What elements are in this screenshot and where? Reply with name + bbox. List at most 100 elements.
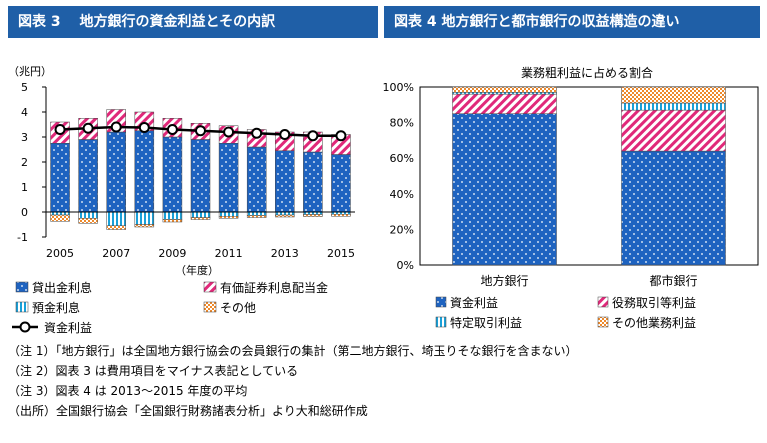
chart4-bar-segment	[452, 86, 557, 93]
chart3-bar-segment	[331, 214, 351, 217]
chart3-bar-segment	[134, 211, 155, 225]
chart4-y-tick-label: 100%	[383, 81, 414, 94]
chart4-category-label: 都市銀行	[649, 273, 697, 288]
note-1: （注 1）「地方銀行」は全国地方銀行協会の会員銀行の集計（第二地方銀行、埼玉りそ…	[8, 344, 578, 358]
chart4-y-tick-label: 40%	[390, 188, 414, 201]
chart3-bar-segment	[246, 215, 267, 218]
chart4-legend-swatch	[435, 316, 447, 328]
chart4-y-tick-label: 0%	[397, 259, 414, 272]
chart3-y-tick-label: -1	[17, 231, 28, 244]
chart3-x-tick-label: 2009	[158, 247, 186, 260]
chart3-y-tick-label: 0	[21, 206, 28, 219]
chart4-header: 図表 4 地方銀行と都市銀行の収益構造の違い	[384, 6, 760, 38]
chart3-x-title: （年度）	[175, 263, 219, 277]
chart4-legend-label: その他業務利益	[612, 316, 696, 330]
chart4-legend-label: 資金利益	[450, 295, 498, 310]
chart4-bar-segment	[621, 150, 726, 266]
chart3-bar-segment	[162, 211, 183, 220]
chart3-bar-segment	[78, 139, 98, 213]
chart3-bar-segment	[303, 214, 323, 217]
chart3-bar-segment	[275, 150, 295, 213]
chart4-legend-swatch	[435, 296, 447, 308]
chart4-plot-frame	[419, 86, 759, 266]
chart4: 業務粗利益に占める割合 0% 20% 40% 60% 80% 100% 地方銀行 都市銀行資金利…	[383, 65, 759, 330]
chart3-x-tick-label: 2011	[215, 247, 243, 260]
chart3-bar-segment	[190, 217, 211, 220]
chart3-bar-segment	[246, 146, 267, 213]
chart3-bar-segment	[78, 211, 98, 219]
chart3-bar-segment	[106, 211, 126, 226]
chart3-bar-segment	[162, 219, 183, 223]
chart4-legend-label: 特定取引利益	[450, 315, 522, 330]
chart3-net-point	[335, 130, 347, 142]
chart3-bar-segment	[190, 139, 211, 213]
chart3-x-tick-label: 2015	[327, 247, 355, 260]
chart3-bar-segment	[50, 143, 70, 213]
chart3-bar-segment	[106, 225, 126, 230]
chart3-legend-label: 貸出金利息	[32, 280, 92, 295]
notes: （注 1）「地方銀行」は全国地方銀行協会の会員銀行の集計（第二地方銀行、埼玉りそ…	[8, 341, 577, 421]
chart3-bar-segment	[134, 130, 155, 213]
chart3-bar-segment	[190, 211, 211, 218]
chart4-y-tick-label: 60%	[390, 152, 414, 165]
chart3-net-point	[82, 122, 94, 134]
chart3-unit-label: （兆円）	[8, 65, 52, 78]
chart3-y-tick-label: 5	[21, 81, 28, 94]
chart3-legend-label: その他	[220, 301, 256, 315]
chart3-y-tick-label: 4	[21, 106, 28, 119]
chart3-legend-swatch	[15, 301, 29, 313]
chart3-net-point	[307, 130, 319, 142]
charts-svg: （兆円） -1 0 1 2 3 4 5 2005 2007 2009 2011 2013 2015 （年度）…	[8, 65, 759, 335]
chart3-net-point	[223, 126, 235, 138]
chart3-net-point	[195, 125, 206, 137]
chart4-legend-swatch	[597, 316, 609, 328]
chart4-bar-segment	[621, 86, 726, 104]
chart3-legend-swatch	[203, 301, 217, 313]
chart4-bar-segment	[621, 109, 726, 152]
chart3-net-point	[251, 127, 263, 139]
chart3-x-tick-label: 2013	[271, 247, 299, 260]
chart3-net-point	[110, 121, 122, 133]
chart3: （兆円） -1 0 1 2 3 4 5 2005 2007 2009 2011 2013 2015 （年度）…	[8, 65, 355, 335]
chart3-y-tick-label: 1	[21, 181, 28, 194]
chart3-legend-label: 資金利益	[44, 320, 92, 335]
chart3-legend-label: 有価証券利息配当金	[220, 280, 328, 295]
chart4-bar-segment	[452, 113, 557, 266]
chart3-bar-segment	[78, 218, 98, 224]
chart3-legend-swatch	[15, 281, 29, 293]
chart3-bar-segment	[218, 211, 239, 217]
chart4-category-label: 地方銀行	[480, 273, 528, 288]
chart3-bar-segment	[162, 136, 183, 213]
chart4-y-tick-label: 80%	[390, 117, 414, 130]
chart3-y-tick-label: 2	[21, 156, 28, 169]
chart3-net-point	[279, 129, 291, 140]
chart3-x-tick-label: 2007	[102, 247, 130, 260]
note-3: （注 3）図表 4 は 2013〜2015 年度の平均	[8, 384, 248, 398]
chart3-bar-segment	[275, 214, 295, 218]
chart3-header: 図表 3 地方銀行の資金利益とその内訳	[8, 6, 378, 38]
chart3-net-point	[166, 124, 178, 135]
chart4-bar-segment	[621, 102, 726, 111]
chart4-title: 業務粗利益に占める割合	[521, 65, 653, 80]
note-2: （注 2）図表 3 は費用項目をマイナス表記としている	[8, 364, 299, 378]
chart3-bar-segment	[218, 143, 239, 213]
chart4-legend-swatch	[597, 296, 609, 308]
chart3-legend-label: 預金利息	[32, 300, 80, 315]
chart4-bar-segment	[452, 92, 557, 95]
chart4-legend-label: 役務取引等利益	[612, 295, 696, 310]
chart3-legend-swatch	[203, 281, 217, 293]
chart3-bar-segment	[246, 211, 267, 216]
chart3-bar-segment	[331, 154, 351, 213]
chart3-bar-segment	[50, 214, 70, 222]
chart3-bar-segment	[106, 131, 126, 213]
chart3-y-tick-label: 3	[21, 131, 28, 144]
chart3-bar-segment	[218, 216, 239, 219]
chart4-bar-segment	[452, 93, 557, 114]
chart3-net-point	[138, 122, 150, 133]
chart4-y-tick-label: 20%	[390, 223, 414, 236]
chart3-net-point	[54, 124, 66, 135]
note-source: （出所）全国銀行協会「全国銀行財務諸表分析」より大和総研作成	[8, 404, 368, 418]
chart3-legend-marker	[19, 321, 31, 333]
chart3-bar-segment	[303, 151, 323, 213]
chart3-x-tick-label: 2005	[46, 247, 74, 260]
